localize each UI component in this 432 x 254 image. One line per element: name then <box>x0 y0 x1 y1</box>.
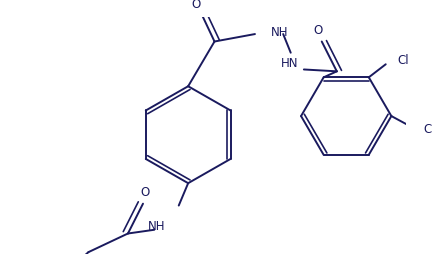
Text: O: O <box>191 0 200 11</box>
Text: Cl: Cl <box>397 54 409 67</box>
Text: O: O <box>140 186 149 199</box>
Text: Cl: Cl <box>423 123 432 136</box>
Text: O: O <box>313 24 323 37</box>
Text: HN: HN <box>281 57 298 70</box>
Text: NH: NH <box>148 219 165 233</box>
Text: NH: NH <box>271 26 289 39</box>
